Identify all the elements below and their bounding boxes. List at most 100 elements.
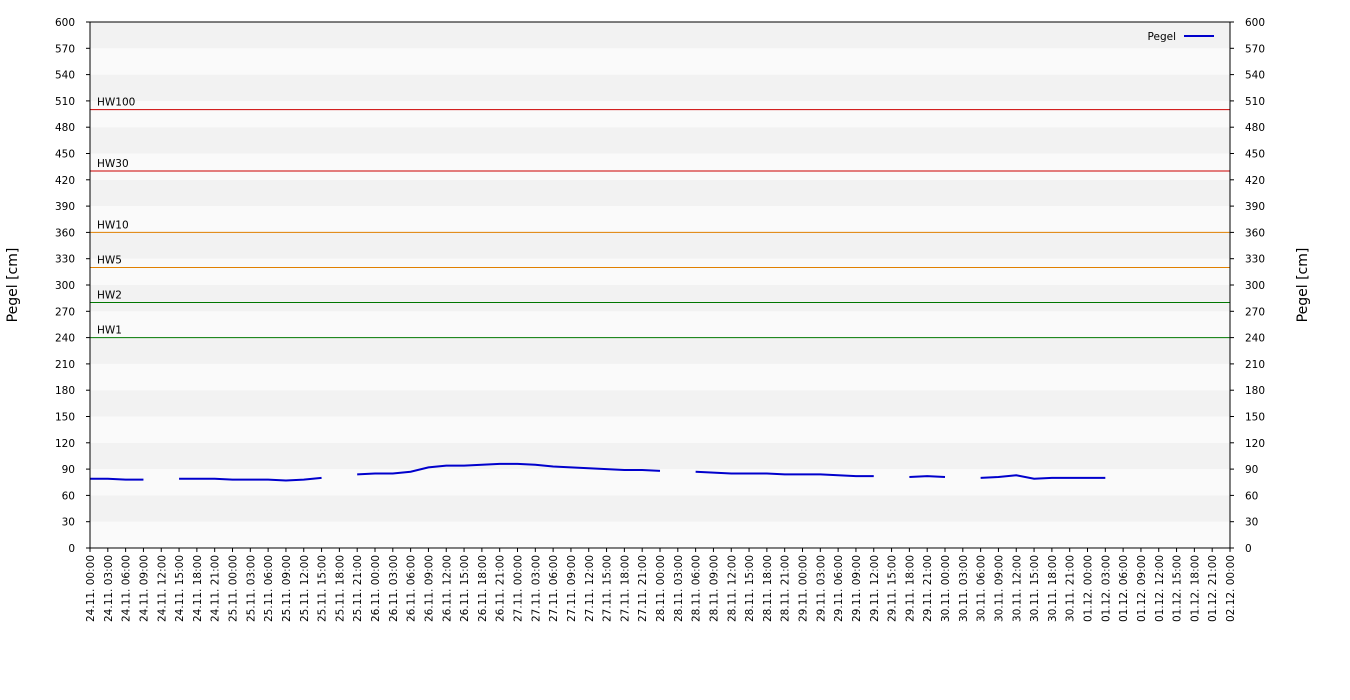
x-tick-label: 26.11. 18:00 bbox=[477, 555, 489, 622]
x-tick-label: 30.11. 21:00 bbox=[1065, 555, 1077, 622]
x-tick-label: 29.11. 06:00 bbox=[833, 555, 845, 622]
threshold-label: HW10 bbox=[97, 219, 129, 231]
x-tick-label: 30.11. 09:00 bbox=[993, 555, 1005, 622]
x-tick-label: 01.12. 06:00 bbox=[1118, 555, 1130, 622]
x-tick-label: 28.11. 00:00 bbox=[655, 555, 667, 622]
y-tick-label: 120 bbox=[55, 438, 75, 450]
y2-tick-label: 450 bbox=[1245, 149, 1265, 161]
x-tick-label: 25.11. 06:00 bbox=[263, 555, 275, 622]
y-tick-label: 210 bbox=[55, 359, 75, 371]
x-tick-label: 25.11. 12:00 bbox=[299, 555, 311, 622]
x-tick-label: 28.11. 09:00 bbox=[708, 555, 720, 622]
y2-tick-label: 30 bbox=[1245, 517, 1258, 529]
grid-band bbox=[90, 22, 1230, 49]
y-axis-label: Pegel [cm] bbox=[5, 248, 21, 323]
y2-tick-label: 540 bbox=[1245, 70, 1265, 82]
x-tick-label: 01.12. 03:00 bbox=[1100, 555, 1112, 622]
x-tick-label: 29.11. 00:00 bbox=[798, 555, 810, 622]
threshold-label: HW100 bbox=[97, 97, 135, 109]
x-tick-label: 01.12. 09:00 bbox=[1136, 555, 1148, 622]
x-tick-label: 24.11. 21:00 bbox=[210, 555, 222, 622]
x-tick-label: 29.11. 09:00 bbox=[851, 555, 863, 622]
x-tick-label: 30.11. 12:00 bbox=[1011, 555, 1023, 622]
x-tick-label: 29.11. 15:00 bbox=[887, 555, 899, 622]
y2-tick-label: 120 bbox=[1245, 438, 1265, 450]
x-tick-label: 28.11. 03:00 bbox=[673, 555, 685, 622]
grid-band bbox=[90, 179, 1230, 207]
x-tick-label: 01.12. 00:00 bbox=[1083, 555, 1095, 622]
y-tick-label: 390 bbox=[55, 201, 75, 213]
x-tick-label: 25.11. 18:00 bbox=[334, 555, 346, 622]
y-tick-label: 180 bbox=[55, 385, 75, 397]
grid-band bbox=[90, 206, 1230, 233]
x-tick-label: 26.11. 15:00 bbox=[459, 555, 471, 622]
threshold-label: HW2 bbox=[97, 290, 122, 302]
data-line bbox=[90, 462, 1106, 482]
x-tick-label: 28.11. 21:00 bbox=[780, 555, 792, 622]
grid-band bbox=[90, 442, 1230, 470]
x-tick-label: 24.11. 18:00 bbox=[192, 555, 204, 622]
y2-tick-label: 390 bbox=[1245, 201, 1265, 213]
y-tick-label: 60 bbox=[62, 490, 75, 502]
y-tick-label: 450 bbox=[55, 149, 75, 161]
legend-label: Pegel bbox=[1148, 31, 1176, 43]
y2-tick-label: 270 bbox=[1245, 306, 1265, 318]
y2-tick-label: 0 bbox=[1245, 543, 1252, 555]
grid-band bbox=[90, 74, 1230, 101]
x-tick-label: 29.11. 03:00 bbox=[815, 555, 827, 622]
y2-tick-label: 600 bbox=[1245, 17, 1265, 29]
grid-band bbox=[90, 100, 1230, 128]
y2-tick-label: 60 bbox=[1245, 490, 1258, 502]
x-tick-label: 25.11. 21:00 bbox=[352, 555, 364, 622]
x-tick-label: 01.12. 15:00 bbox=[1172, 555, 1184, 622]
x-tick-label: 01.12. 21:00 bbox=[1207, 555, 1219, 622]
x-tick-label: 24.11. 15:00 bbox=[174, 555, 186, 622]
y2-tick-label: 420 bbox=[1245, 175, 1265, 187]
y2-tick-label: 240 bbox=[1245, 333, 1265, 345]
x-tick-label: 02.12. 00:00 bbox=[1225, 555, 1237, 622]
y-tick-label: 600 bbox=[55, 17, 75, 29]
grid-band bbox=[90, 363, 1230, 391]
y-tick-label: 420 bbox=[55, 175, 75, 187]
x-tick-label: 27.11. 03:00 bbox=[530, 555, 542, 622]
x-tick-label: 24.11. 12:00 bbox=[156, 555, 168, 622]
x-tick-label: 25.11. 00:00 bbox=[228, 555, 240, 622]
x-tick-label: 28.11. 12:00 bbox=[726, 555, 738, 622]
x-tick-label: 27.11. 00:00 bbox=[513, 555, 525, 622]
grid-band bbox=[90, 285, 1230, 312]
y2-tick-label: 90 bbox=[1245, 464, 1258, 476]
x-tick-label: 27.11. 18:00 bbox=[619, 555, 631, 622]
y-tick-label: 300 bbox=[55, 280, 75, 292]
x-tick-label: 27.11. 09:00 bbox=[566, 555, 578, 622]
y2-axis-label: Pegel [cm] bbox=[1295, 248, 1311, 323]
y2-tick-label: 300 bbox=[1245, 280, 1265, 292]
plot-frame bbox=[89, 21, 1231, 549]
x-tick-label: 28.11. 15:00 bbox=[744, 555, 756, 622]
x-tick-label: 25.11. 15:00 bbox=[317, 555, 329, 622]
x-tick-label: 24.11. 06:00 bbox=[121, 555, 133, 622]
x-tick-label: 26.11. 12:00 bbox=[441, 555, 453, 622]
x-tick-label: 01.12. 18:00 bbox=[1189, 555, 1201, 622]
y-tick-label: 360 bbox=[55, 227, 75, 239]
grid-band bbox=[90, 311, 1230, 338]
grid-band bbox=[90, 337, 1230, 364]
y-tick-label: 540 bbox=[55, 70, 75, 82]
x-tick-label: 30.11. 15:00 bbox=[1029, 555, 1041, 622]
grid-band bbox=[90, 232, 1230, 259]
y2-tick-label: 210 bbox=[1245, 359, 1265, 371]
x-tick-label: 28.11. 18:00 bbox=[762, 555, 774, 622]
grid-band bbox=[90, 127, 1230, 154]
x-tick-label: 01.12. 12:00 bbox=[1154, 555, 1166, 622]
y-tick-label: 150 bbox=[55, 412, 75, 424]
y-tick-label: 90 bbox=[62, 464, 75, 476]
x-tick-label: 30.11. 06:00 bbox=[976, 555, 988, 622]
y2-tick-label: 480 bbox=[1245, 122, 1265, 134]
grid-band bbox=[90, 416, 1230, 443]
grid-band bbox=[90, 495, 1230, 522]
x-tick-label: 24.11. 09:00 bbox=[138, 555, 150, 622]
y2-tick-label: 510 bbox=[1245, 96, 1265, 108]
y-tick-label: 240 bbox=[55, 333, 75, 345]
x-tick-label: 25.11. 03:00 bbox=[245, 555, 257, 622]
